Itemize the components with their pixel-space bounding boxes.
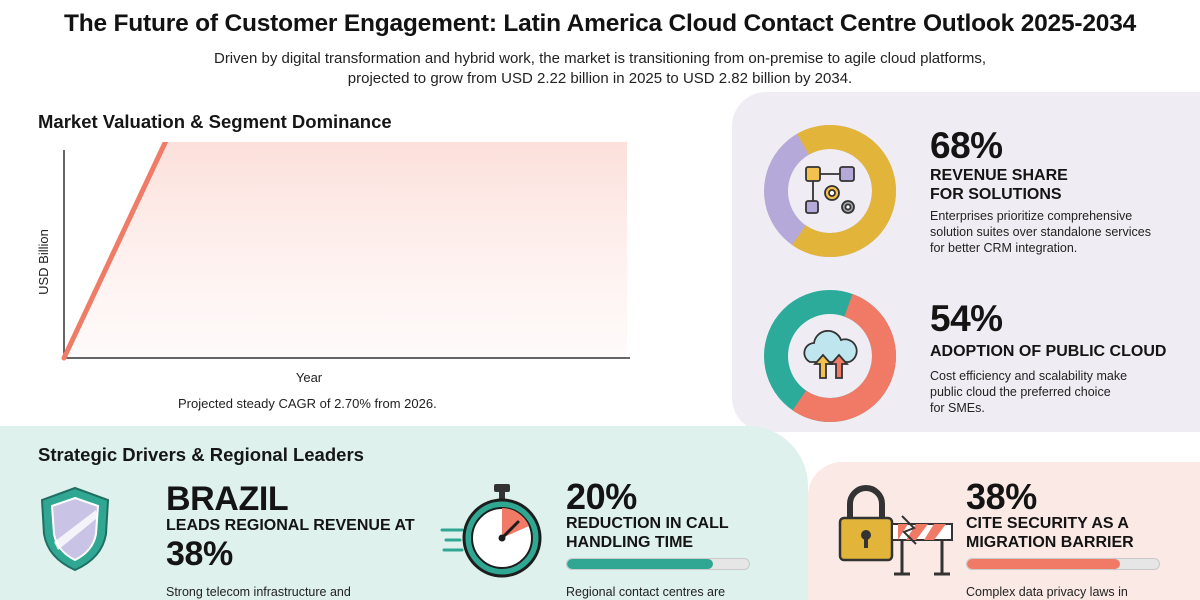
public-cloud-donut [764,290,896,422]
x-axis-label: Year [296,370,323,385]
chart-area-fill [64,142,627,358]
y-axis-label: USD Billion [36,229,51,295]
shield-icon [40,486,110,572]
chart-series-line [61,142,169,361]
call-time-progress-bar [566,558,750,570]
security-label-line-1: CITE SECURITY AS A [966,515,1129,532]
call-time-value: 20% [566,476,637,517]
workflow-gears-icon [805,166,855,214]
security-progress-fill [967,559,1121,569]
market-valuation-chart: USD Billion Year 2025: 2.222034 (Project… [36,142,630,385]
padlock-barrier-icon [838,485,953,576]
call-time-label-line-2: HANDLING TIME [566,534,694,551]
brazil-value: 38% [166,535,233,573]
donut-share [764,125,896,257]
solutions-share-value: 68% [930,125,1003,166]
subtitle-line-1: Driven by digital transformation and hyb… [213,50,986,67]
solutions-donut [764,125,896,257]
public-cloud-desc-line-1: Cost efficiency and scalability make [930,369,1128,383]
solutions-label-line-2: FOR SOLUTIONS [930,186,1062,203]
security-value: 38% [966,476,1037,517]
public-cloud-label: ADOPTION OF PUBLIC CLOUD [930,343,1167,360]
page-title: The Future of Customer Engagement: Latin… [63,10,1137,37]
solutions-desc-line-3: for better CRM integration. [930,241,1078,255]
public-cloud-value: 54% [930,298,1003,339]
brazil-name: BRAZIL [166,480,289,518]
call-time-progress-fill [567,559,713,569]
drivers-section-title: Strategic Drivers & Regional Leaders [38,444,364,465]
brazil-label: LEADS REGIONAL REVENUE AT [166,517,415,534]
call-time-desc: Regional contact centres are [566,585,726,599]
subtitle-line-2: projected to grow from USD 2.22 billion … [347,70,853,87]
public-cloud-desc-line-2: public cloud the preferred choice [930,385,1111,399]
call-time-label-line-1: REDUCTION IN CALL [566,515,729,532]
cagr-note: Projected steady CAGR of 2.70% from 2026… [178,396,437,411]
security-label-line-2: MIGRATION BARRIER [966,534,1134,551]
solutions-desc-line-1: Enterprises prioritize comprehensive [930,209,1133,223]
solutions-desc-line-2: solution suites over standalone services [930,225,1151,239]
market-section-title: Market Valuation & Segment Dominance [38,111,392,132]
public-cloud-desc-line-3: for SMEs. [930,401,985,415]
donut-share [764,290,896,422]
cloud-upload-icon [803,330,858,379]
stopwatch-icon [440,484,542,578]
solutions-label-line-1: REVENUE SHARE [930,167,1068,184]
brazil-desc: Strong telecom infrastructure and [166,585,351,599]
security-desc: Complex data privacy laws in [966,585,1128,599]
drivers-panel [0,426,808,600]
security-progress-bar [966,558,1160,570]
